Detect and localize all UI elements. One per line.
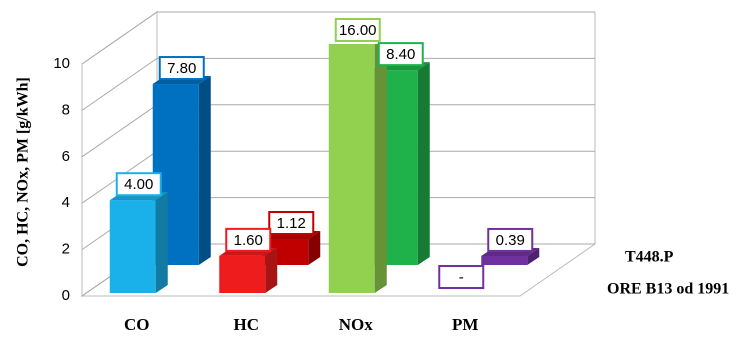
bar-side bbox=[374, 44, 387, 293]
bar bbox=[481, 255, 528, 265]
value-label-box bbox=[158, 56, 205, 81]
bar bbox=[109, 200, 156, 293]
bar-side bbox=[265, 247, 278, 293]
y-tick-label: 4 bbox=[62, 194, 70, 211]
y-tick-label: 6 bbox=[62, 148, 70, 165]
labels: CO HC NOx PM T448.P ORE B13 od 1991 7.80 1.12 8.… bbox=[115, 18, 729, 334]
value-label-box bbox=[268, 211, 315, 236]
depth-label: ORE B13 od 1991 bbox=[607, 281, 729, 298]
bar-side bbox=[155, 192, 168, 293]
x-tick-label: CO bbox=[124, 315, 150, 334]
value-label: 8.40 bbox=[386, 46, 415, 63]
value-label: - bbox=[459, 269, 464, 286]
bar-side bbox=[308, 231, 321, 265]
x-tick-label: NOx bbox=[339, 315, 374, 334]
y-tick-label: 2 bbox=[62, 241, 70, 258]
y-tick-label: 10 bbox=[53, 55, 70, 72]
bar bbox=[328, 44, 375, 294]
depth-label: T448.P bbox=[625, 249, 674, 266]
bars bbox=[109, 44, 540, 294]
grid-line bbox=[81, 11, 595, 65]
value-label: 16.00 bbox=[339, 22, 377, 39]
bar-side bbox=[417, 62, 430, 266]
x-tick-label: HC bbox=[234, 315, 260, 334]
bar bbox=[219, 255, 266, 293]
value-label-box bbox=[487, 227, 534, 252]
value-label: 4.00 bbox=[124, 176, 153, 193]
value-label: 1.60 bbox=[234, 232, 263, 249]
value-label: 7.80 bbox=[167, 60, 196, 77]
value-label-box bbox=[377, 42, 424, 67]
value-label-box bbox=[438, 265, 485, 289]
value-label-box bbox=[225, 227, 272, 252]
bar-side bbox=[527, 247, 540, 265]
value-label-box bbox=[115, 172, 162, 197]
value-label: 1.12 bbox=[277, 215, 306, 232]
bar-side bbox=[198, 76, 211, 265]
y-tick-label: 8 bbox=[62, 101, 70, 118]
value-label: 0.39 bbox=[496, 232, 525, 249]
y-axis-label: CO, HC, NOx, PM [g/kWh] bbox=[15, 77, 32, 267]
grid-line bbox=[81, 57, 595, 111]
value-label-box bbox=[334, 18, 381, 42]
y-tick-label: 0 bbox=[62, 287, 70, 304]
x-tick-label: PM bbox=[452, 315, 478, 334]
